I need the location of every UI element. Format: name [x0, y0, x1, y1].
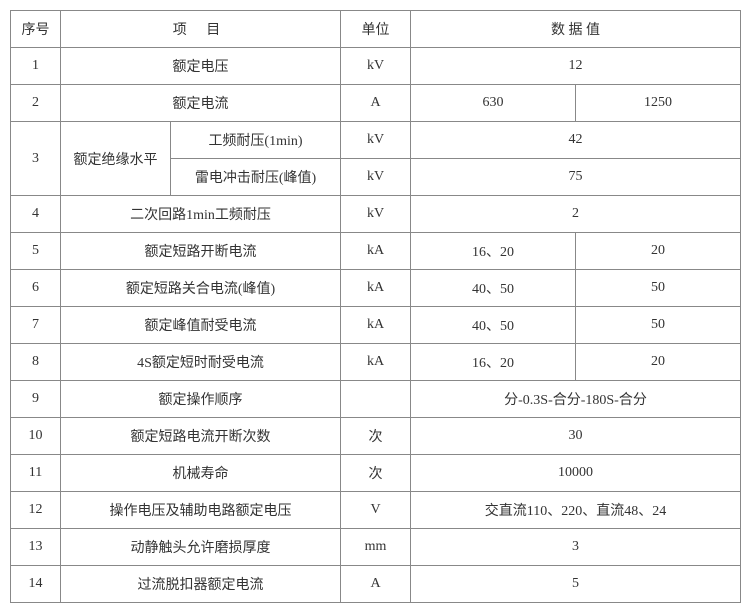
table-row: 3 额定绝缘水平 工频耐压(1min) kV 42 [11, 122, 741, 159]
table-row: 14 过流脱扣器额定电流 A 5 [11, 566, 741, 603]
cell-item: 额定电流 [61, 85, 341, 122]
cell-seq: 5 [11, 233, 61, 270]
cell-item: 额定峰值耐受电流 [61, 307, 341, 344]
cell-unit: kA [341, 344, 411, 381]
cell-seq: 13 [11, 529, 61, 566]
cell-unit: 次 [341, 455, 411, 492]
cell-value: 3 [411, 529, 741, 566]
cell-item: 过流脱扣器额定电流 [61, 566, 341, 603]
table-row: 10 额定短路电流开断次数 次 30 [11, 418, 741, 455]
cell-value: 2 [411, 196, 741, 233]
cell-item: 额定电压 [61, 48, 341, 85]
cell-seq: 14 [11, 566, 61, 603]
cell-unit: mm [341, 529, 411, 566]
table-row: 7 额定峰值耐受电流 kA 40、50 50 [11, 307, 741, 344]
cell-seq: 4 [11, 196, 61, 233]
cell-item: 额定短路关合电流(峰值) [61, 270, 341, 307]
cell-value: 50 [576, 307, 741, 344]
cell-seq: 1 [11, 48, 61, 85]
cell-unit: A [341, 566, 411, 603]
cell-item: 额定短路电流开断次数 [61, 418, 341, 455]
cell-value: 12 [411, 48, 741, 85]
cell-item: 额定短路开断电流 [61, 233, 341, 270]
cell-value: 30 [411, 418, 741, 455]
cell-value: 20 [576, 344, 741, 381]
header-unit: 单位 [341, 11, 411, 48]
cell-value: 10000 [411, 455, 741, 492]
table-row: 11 机械寿命 次 10000 [11, 455, 741, 492]
cell-item-sub: 工频耐压(1min) [171, 122, 341, 159]
cell-value: 16、20 [411, 233, 576, 270]
table-row: 12 操作电压及辅助电路额定电压 V 交直流110、220、直流48、24 [11, 492, 741, 529]
cell-unit: kA [341, 270, 411, 307]
cell-item: 操作电压及辅助电路额定电压 [61, 492, 341, 529]
cell-value: 630 [411, 85, 576, 122]
table-row: 6 额定短路关合电流(峰值) kA 40、50 50 [11, 270, 741, 307]
table-row: 1 额定电压 kV 12 [11, 48, 741, 85]
cell-item-group: 额定绝缘水平 [61, 122, 171, 196]
cell-unit: 次 [341, 418, 411, 455]
cell-item: 动静触头允许磨损厚度 [61, 529, 341, 566]
cell-value: 50 [576, 270, 741, 307]
cell-value: 20 [576, 233, 741, 270]
cell-value: 5 [411, 566, 741, 603]
cell-item: 4S额定短时耐受电流 [61, 344, 341, 381]
table-row: 4 二次回路1min工频耐压 kV 2 [11, 196, 741, 233]
cell-unit: A [341, 85, 411, 122]
cell-seq: 6 [11, 270, 61, 307]
cell-value: 交直流110、220、直流48、24 [411, 492, 741, 529]
cell-seq: 10 [11, 418, 61, 455]
cell-value: 40、50 [411, 307, 576, 344]
cell-seq: 3 [11, 122, 61, 196]
header-row: 序号 项 目 单位 数 据 值 [11, 11, 741, 48]
table-row: 8 4S额定短时耐受电流 kA 16、20 20 [11, 344, 741, 381]
cell-unit: V [341, 492, 411, 529]
cell-unit: kV [341, 196, 411, 233]
header-item: 项 目 [61, 11, 341, 48]
table-row: 5 额定短路开断电流 kA 16、20 20 [11, 233, 741, 270]
spec-table: 序号 项 目 单位 数 据 值 1 额定电压 kV 12 2 额定电流 A 63… [10, 10, 741, 603]
table-row: 2 额定电流 A 630 1250 [11, 85, 741, 122]
cell-item: 机械寿命 [61, 455, 341, 492]
cell-seq: 7 [11, 307, 61, 344]
cell-unit: kV [341, 159, 411, 196]
cell-item-sub: 雷电冲击耐压(峰值) [171, 159, 341, 196]
cell-seq: 12 [11, 492, 61, 529]
table-row: 13 动静触头允许磨损厚度 mm 3 [11, 529, 741, 566]
cell-value: 75 [411, 159, 741, 196]
cell-seq: 2 [11, 85, 61, 122]
cell-seq: 11 [11, 455, 61, 492]
cell-value: 40、50 [411, 270, 576, 307]
header-value: 数 据 值 [411, 11, 741, 48]
cell-unit: kA [341, 233, 411, 270]
cell-unit: kA [341, 307, 411, 344]
cell-item: 二次回路1min工频耐压 [61, 196, 341, 233]
table-row: 9 额定操作顺序 分-0.3S-合分-180S-合分 [11, 381, 741, 418]
cell-seq: 8 [11, 344, 61, 381]
cell-seq: 9 [11, 381, 61, 418]
cell-value: 分-0.3S-合分-180S-合分 [411, 381, 741, 418]
cell-unit: kV [341, 122, 411, 159]
cell-unit [341, 381, 411, 418]
cell-value: 42 [411, 122, 741, 159]
cell-value: 1250 [576, 85, 741, 122]
header-seq: 序号 [11, 11, 61, 48]
cell-unit: kV [341, 48, 411, 85]
cell-item: 额定操作顺序 [61, 381, 341, 418]
cell-value: 16、20 [411, 344, 576, 381]
